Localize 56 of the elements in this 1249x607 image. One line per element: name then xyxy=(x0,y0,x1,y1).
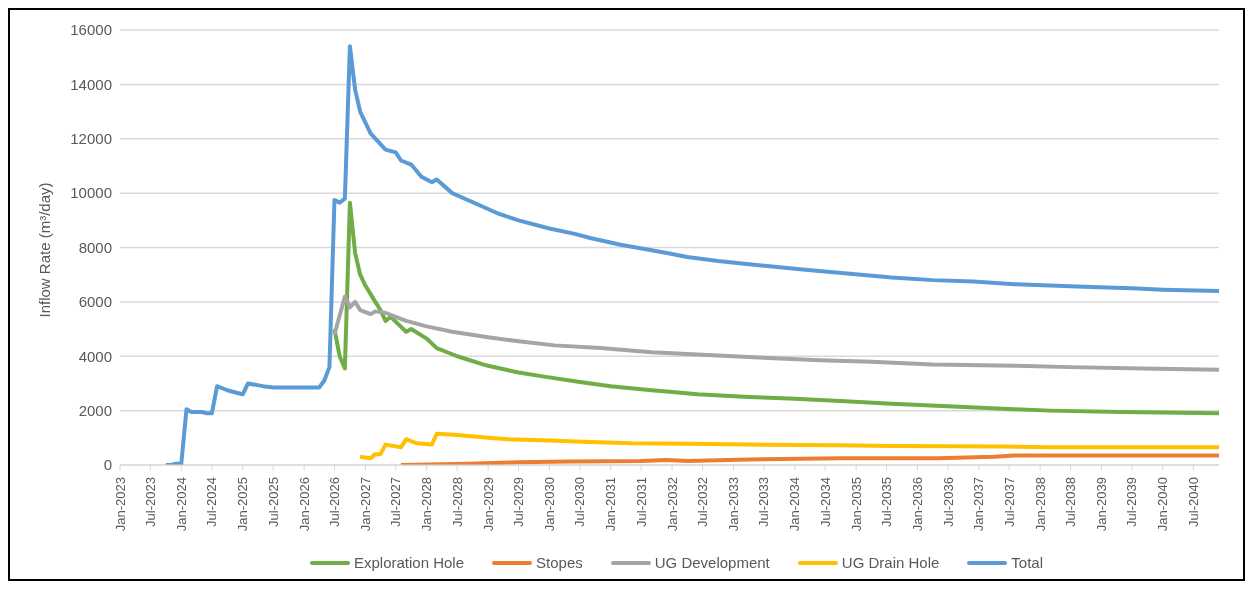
x-tick-label: Jul-2038 xyxy=(1063,477,1079,527)
x-tick-label: Jan-2037 xyxy=(971,477,987,532)
y-tick-label: 14000 xyxy=(70,75,112,93)
x-tick-label: Jan-2036 xyxy=(909,477,925,532)
x-tick-label: Jul-2037 xyxy=(1001,477,1017,527)
x-tick-label: Jul-2032 xyxy=(695,477,711,527)
y-tick-label: 12000 xyxy=(70,130,112,148)
x-tick-label: Jul-2033 xyxy=(756,477,772,527)
x-tick-label: Jul-2034 xyxy=(817,477,833,527)
x-tick-label: Jul-2024 xyxy=(204,477,220,527)
x-tick-label: Jul-2036 xyxy=(940,477,956,527)
x-tick-label: Jul-2028 xyxy=(449,477,465,527)
x-tick-label: Jan-2038 xyxy=(1032,477,1048,532)
x-tick-label: Jan-2028 xyxy=(419,477,435,532)
legend-label: UG Development xyxy=(654,554,770,571)
line-series xyxy=(398,453,1219,465)
x-tick-label: Jul-2040 xyxy=(1185,477,1201,527)
x-tick-label: Jan-2033 xyxy=(726,477,742,532)
x-tick-label: Jan-2035 xyxy=(848,477,864,532)
x-tick-label: Jul-2023 xyxy=(142,477,158,527)
x-tick-label: Jan-2025 xyxy=(235,477,251,532)
legend-label: Exploration Hole xyxy=(353,554,465,571)
x-tick-label: Jul-2029 xyxy=(511,477,527,527)
x-tick-label: Jul-2039 xyxy=(1124,477,1140,527)
y-tick-label: 10000 xyxy=(70,184,112,202)
line-series xyxy=(332,294,1219,372)
x-tick-label: Jul-2027 xyxy=(388,477,404,527)
y-axis-title: Inflow Rate (m³/day) xyxy=(36,182,54,318)
legend-label: UG Drain Hole xyxy=(841,554,940,571)
line-series xyxy=(332,200,1219,416)
y-tick-label: 8000 xyxy=(78,238,112,256)
x-tick-label: Jul-2031 xyxy=(633,477,649,527)
y-tick-label: 4000 xyxy=(78,347,112,365)
x-tick-label: Jul-2026 xyxy=(327,477,343,527)
x-tick-label: Jul-2030 xyxy=(572,477,588,527)
y-tick-label: 0 xyxy=(103,456,112,474)
legend-label: Stopes xyxy=(536,554,583,571)
x-tick-label: Jan-2026 xyxy=(296,477,312,532)
x-tick-label: Jan-2023 xyxy=(112,477,128,532)
legend-label: Total xyxy=(1011,554,1044,571)
x-tick-label: Jan-2027 xyxy=(357,477,373,532)
y-tick-label: 16000 xyxy=(70,21,112,39)
x-tick-label: Jan-2031 xyxy=(603,477,619,532)
x-tick-label: Jul-2035 xyxy=(879,477,895,527)
x-tick-label: Jan-2032 xyxy=(664,477,680,532)
y-tick-label: 2000 xyxy=(78,401,112,419)
x-tick-label: Jan-2024 xyxy=(173,477,189,532)
y-tick-label: 6000 xyxy=(78,293,112,311)
line-series xyxy=(163,44,1219,465)
line-series xyxy=(358,431,1219,461)
x-tick-label: Jan-2034 xyxy=(787,477,803,532)
x-tick-label: Jan-2030 xyxy=(541,477,557,532)
x-tick-label: Jan-2040 xyxy=(1155,477,1171,532)
x-tick-label: Jan-2029 xyxy=(480,477,496,532)
x-tick-label: Jul-2025 xyxy=(265,477,281,527)
x-tick-label: Jan-2039 xyxy=(1093,477,1109,532)
